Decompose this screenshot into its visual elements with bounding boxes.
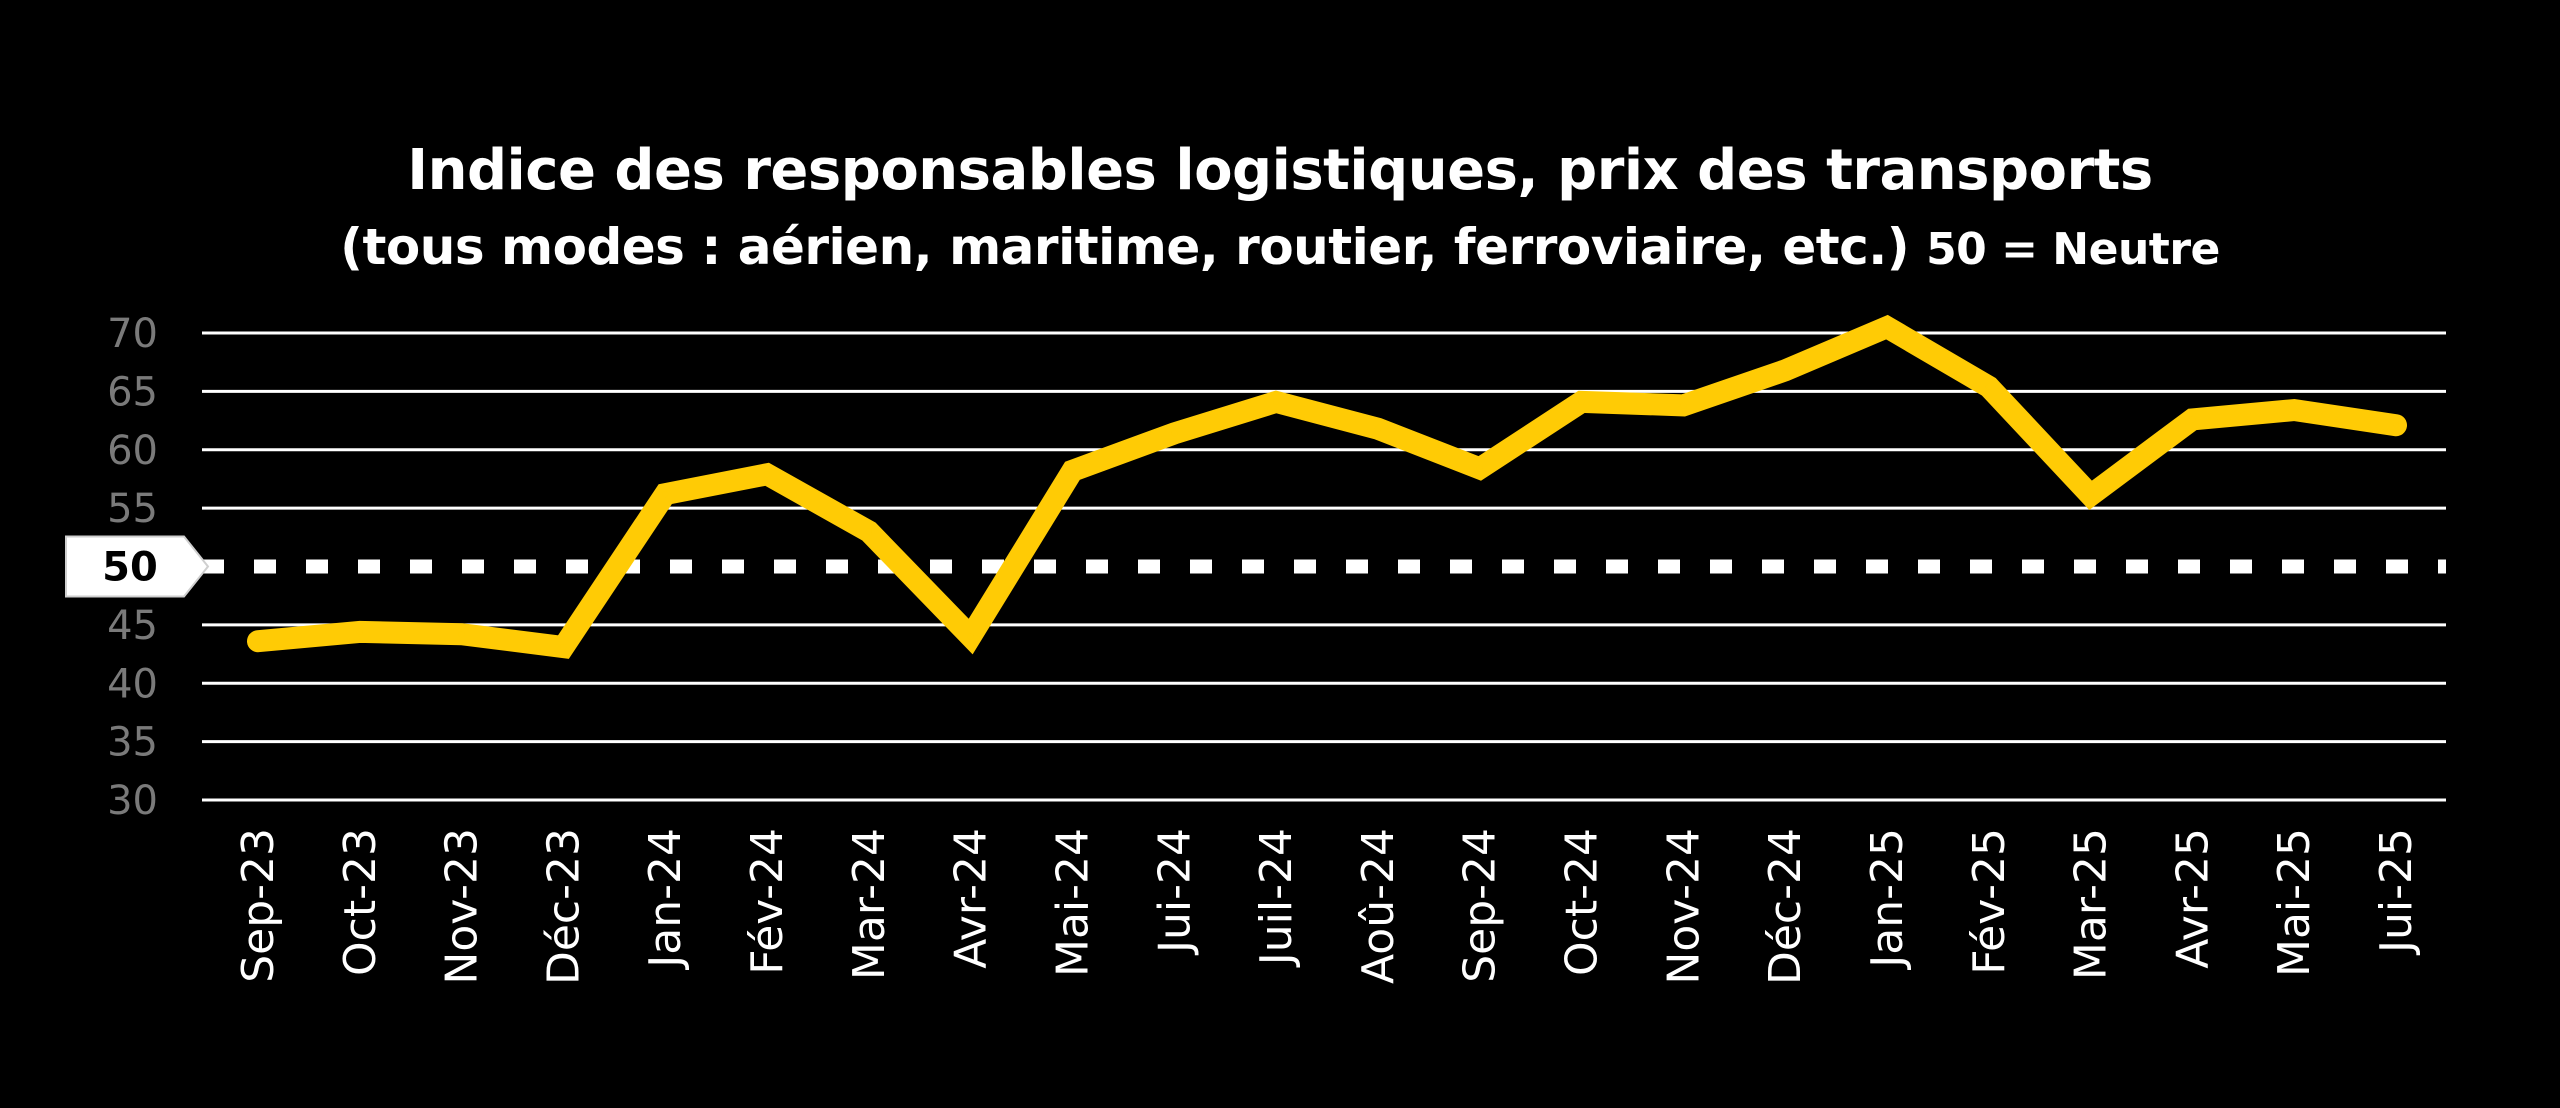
x-tick-label: Jui-24 bbox=[1149, 828, 1200, 956]
x-tick-label: Avr-25 bbox=[2167, 828, 2218, 969]
x-tick-label: Oct-24 bbox=[1557, 828, 1608, 976]
reference-label: 50 bbox=[65, 535, 210, 598]
grid-layer bbox=[202, 331, 2446, 802]
y-tick-label: 70 bbox=[107, 311, 158, 357]
y-axis-ticks: 70 65 60 55 45 40 35 30 bbox=[107, 311, 158, 824]
chart-neutral-note: 50 = Neutre bbox=[1926, 224, 2220, 275]
y-tick-label: 65 bbox=[107, 369, 158, 415]
x-tick-label: Jan-25 bbox=[1862, 828, 1913, 971]
data-point bbox=[255, 638, 261, 645]
x-tick-label: Déc-24 bbox=[1760, 828, 1811, 985]
x-axis-ticks: Sep-23 Oct-23 Nov-23 Déc-23 Jan-24 Fév-24 Mar-… bbox=[233, 828, 2422, 985]
data-point bbox=[1374, 425, 1381, 432]
data-point bbox=[458, 631, 465, 638]
data-point bbox=[1680, 402, 1687, 409]
data-point bbox=[1985, 383, 1992, 390]
data-point bbox=[2291, 407, 2298, 414]
x-tick-label: Jui-25 bbox=[2371, 828, 2422, 956]
y-tick-label: 45 bbox=[107, 603, 158, 649]
x-tick-label: Mar-24 bbox=[844, 828, 895, 980]
x-tick-label: Mai-25 bbox=[2269, 828, 2320, 977]
data-point bbox=[1171, 430, 1178, 437]
data-point bbox=[1069, 467, 1076, 474]
y-tick-label: 60 bbox=[107, 428, 158, 474]
data-point bbox=[764, 471, 771, 478]
x-tick-label: Déc-23 bbox=[538, 828, 589, 985]
data-point bbox=[662, 491, 669, 498]
data-point bbox=[1782, 367, 1789, 374]
series-line-0 bbox=[247, 314, 2407, 659]
x-tick-label: Mar-25 bbox=[2066, 828, 2117, 980]
data-point bbox=[356, 628, 363, 635]
chart-title: Indice des responsables logistiques, pri… bbox=[407, 138, 2153, 203]
chart-subtitle-row: (tous modes : aérien, maritime, routier,… bbox=[0, 214, 2560, 283]
x-tick-label: Nov-24 bbox=[1658, 828, 1709, 985]
x-tick-label: Jan-24 bbox=[640, 828, 691, 971]
y-tick-label: 55 bbox=[107, 486, 158, 532]
data-point bbox=[1883, 324, 1890, 331]
x-tick-label: Oct-23 bbox=[335, 828, 386, 976]
x-tick-label: Sep-23 bbox=[233, 828, 284, 983]
neutral-label-badge bbox=[65, 535, 210, 598]
x-tick-label: Sep-24 bbox=[1455, 828, 1506, 983]
data-point bbox=[2189, 416, 2196, 423]
chart-subtitle: (tous modes : aérien, maritime, routier,… bbox=[340, 218, 1910, 276]
x-tick-label: Aoû-24 bbox=[1353, 828, 1404, 984]
x-tick-label: Fév-25 bbox=[1964, 828, 2015, 975]
data-point bbox=[1273, 398, 1280, 405]
series-layer bbox=[247, 314, 2407, 659]
data-point bbox=[560, 644, 567, 651]
data-point bbox=[865, 528, 872, 535]
data-point bbox=[2087, 492, 2094, 499]
x-tick-label: Nov-23 bbox=[437, 828, 488, 985]
x-tick-label: Avr-24 bbox=[946, 828, 997, 969]
data-point bbox=[1476, 465, 1483, 472]
x-tick-label: Mai-24 bbox=[1047, 828, 1098, 977]
chart-title-block: Indice des responsables logistiques, pri… bbox=[0, 128, 2560, 283]
y-tick-label: 30 bbox=[107, 778, 158, 824]
data-point bbox=[967, 633, 974, 640]
x-tick-label: Fév-24 bbox=[742, 828, 793, 975]
data-point bbox=[1578, 398, 1585, 405]
y-tick-label: 35 bbox=[107, 720, 158, 766]
x-tick-label: Juil-24 bbox=[1251, 828, 1302, 968]
y-tick-label: 40 bbox=[107, 661, 158, 707]
neutral-label-text: 50 bbox=[102, 545, 158, 591]
data-point bbox=[2393, 422, 2399, 429]
